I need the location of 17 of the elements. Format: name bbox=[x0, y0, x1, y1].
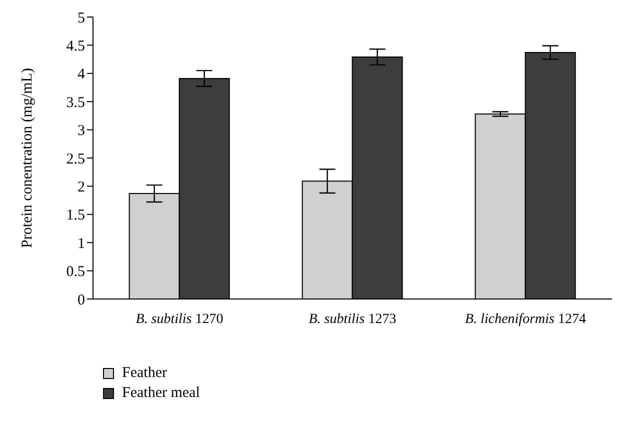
legend-label: Feather meal bbox=[122, 384, 200, 402]
y-tick-label: 4.5 bbox=[66, 38, 85, 55]
y-tick-label: 1 bbox=[78, 236, 85, 252]
y-tick-label: 2 bbox=[78, 180, 85, 196]
y-tick-label: 3.5 bbox=[66, 94, 85, 111]
x-tick-label: B. subtilis 1270 bbox=[136, 312, 224, 327]
x-tick-label: B. subtilis 1273 bbox=[308, 312, 396, 327]
y-tick-label: 4 bbox=[78, 66, 86, 83]
y-tick-label: 0 bbox=[78, 292, 85, 308]
y-tick-label: 0.5 bbox=[66, 264, 85, 280]
y-axis-title: Protein conentration (mg/mL) bbox=[19, 68, 36, 248]
y-tick-label: 2.5 bbox=[66, 151, 85, 168]
y-tick-label: 3 bbox=[78, 123, 85, 140]
x-tick-label: B. licheniformis 1274 bbox=[465, 312, 586, 327]
y-tick-label: 1.5 bbox=[66, 208, 85, 224]
legend-label: Feather bbox=[122, 364, 167, 382]
y-tick-label: 5 bbox=[78, 10, 85, 26]
